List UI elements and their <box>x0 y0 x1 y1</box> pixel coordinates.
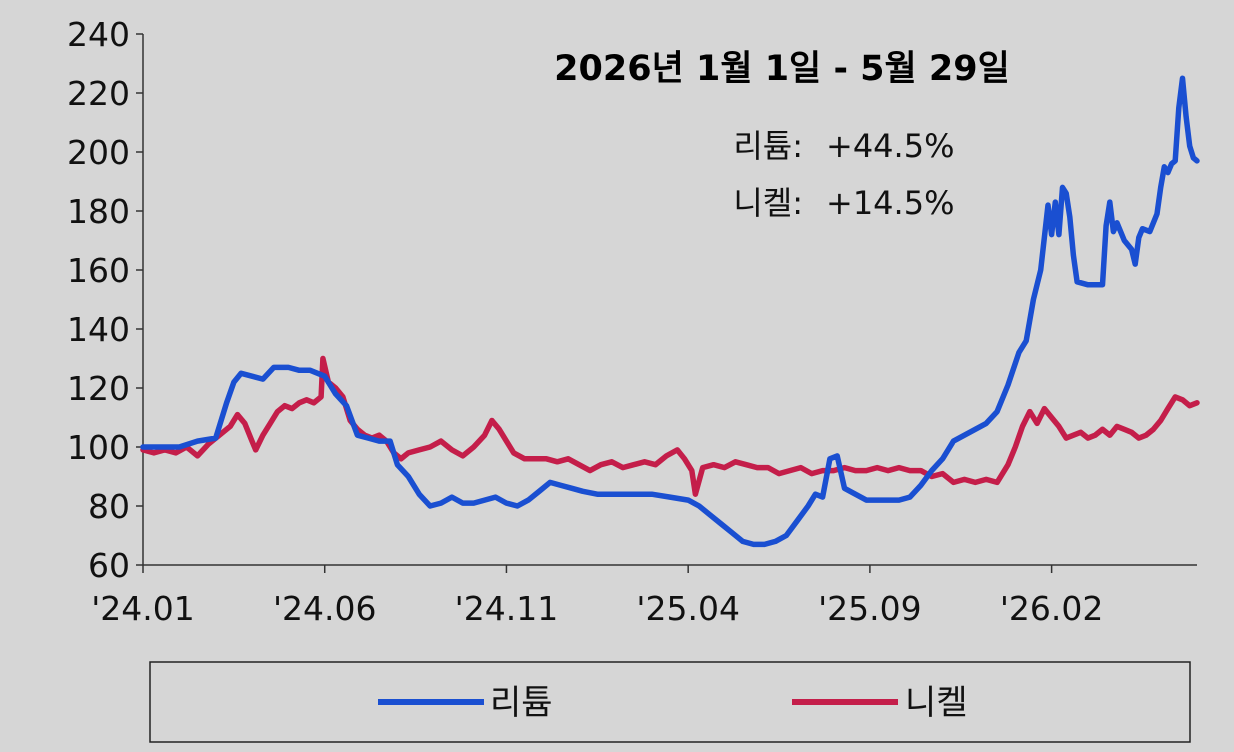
legend: 리튬 니켈 <box>149 661 1191 743</box>
y-tick-label: 80 <box>88 487 130 526</box>
annotation-lithium-label: 리튬: <box>733 127 803 165</box>
series-line-nickel <box>140 355 1200 497</box>
annotation-nickel-value: +14.5% <box>826 184 954 222</box>
y-tick-label: 60 <box>88 546 130 585</box>
legend-box <box>149 661 1191 743</box>
y-tick-label: 100 <box>67 428 130 467</box>
legend-label-lithium: 리튬 <box>490 683 553 723</box>
x-tick-label: '24.11 <box>455 589 559 628</box>
y-tick-label: 160 <box>67 251 130 290</box>
chart-title: 2026년 1월 1일 - 5월 29일 <box>554 49 1010 89</box>
x-tick-label: '26.02 <box>1000 589 1104 628</box>
y-tick-label: 180 <box>67 192 130 231</box>
y-tick-label: 120 <box>67 369 130 408</box>
x-tick-label: '25.09 <box>818 589 922 628</box>
legend-label-nickel: 니켈 <box>905 683 968 723</box>
axes: 60 80 100 120 140 160 180 200 220 240 '24.01 '24.06… <box>67 15 1197 628</box>
series-line-lithium <box>140 75 1200 548</box>
y-tick-label: 240 <box>67 15 130 54</box>
series-layer <box>140 75 1200 548</box>
x-tick-label: '24.01 <box>91 589 195 628</box>
y-tick-label: 200 <box>67 133 130 172</box>
annotation-nickel-label: 니켈: <box>733 184 803 222</box>
x-tick-label: '25.04 <box>636 589 740 628</box>
x-tick-label: '24.06 <box>273 589 377 628</box>
y-tick-label: 140 <box>67 310 130 349</box>
annotation-lithium-value: +44.5% <box>826 127 954 165</box>
y-tick-label: 220 <box>67 74 130 113</box>
